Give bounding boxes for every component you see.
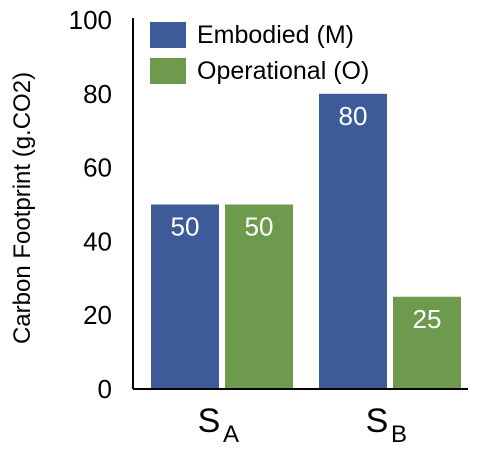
y-tick-label: 60: [83, 153, 112, 183]
legend: Embodied (M) Operational (O): [150, 21, 369, 85]
x-tick-label: S: [198, 402, 221, 440]
data-label: 50: [171, 212, 200, 242]
legend-swatch: [150, 22, 186, 48]
bar-embodied: [319, 93, 387, 390]
legend-label: Embodied (M): [197, 21, 354, 49]
legend-label: Operational (O): [197, 57, 369, 85]
x-tick-subscript: B: [391, 421, 407, 448]
y-axis-label: Carbon Footprint (g.CO2): [9, 72, 36, 344]
y-tick-label: 20: [83, 300, 112, 330]
bars: 50 80 50 25: [151, 93, 461, 390]
bar-embodied: [151, 204, 219, 389]
legend-swatch: [150, 58, 186, 84]
bar-operational: [225, 204, 293, 389]
y-axis-ticks: 0 20 40 60 80 100: [69, 5, 112, 404]
x-tick-label: S: [366, 402, 389, 440]
y-tick-label: 100: [69, 5, 112, 35]
bar-operational: [393, 296, 461, 389]
data-label: 25: [413, 304, 442, 334]
data-label: 50: [245, 212, 274, 242]
y-tick-label: 0: [98, 374, 112, 404]
axes: [132, 18, 468, 390]
x-tick-subscript: A: [223, 421, 239, 448]
y-tick-label: 80: [83, 79, 112, 109]
data-label: 80: [339, 101, 368, 131]
y-tick-label: 40: [83, 226, 112, 256]
